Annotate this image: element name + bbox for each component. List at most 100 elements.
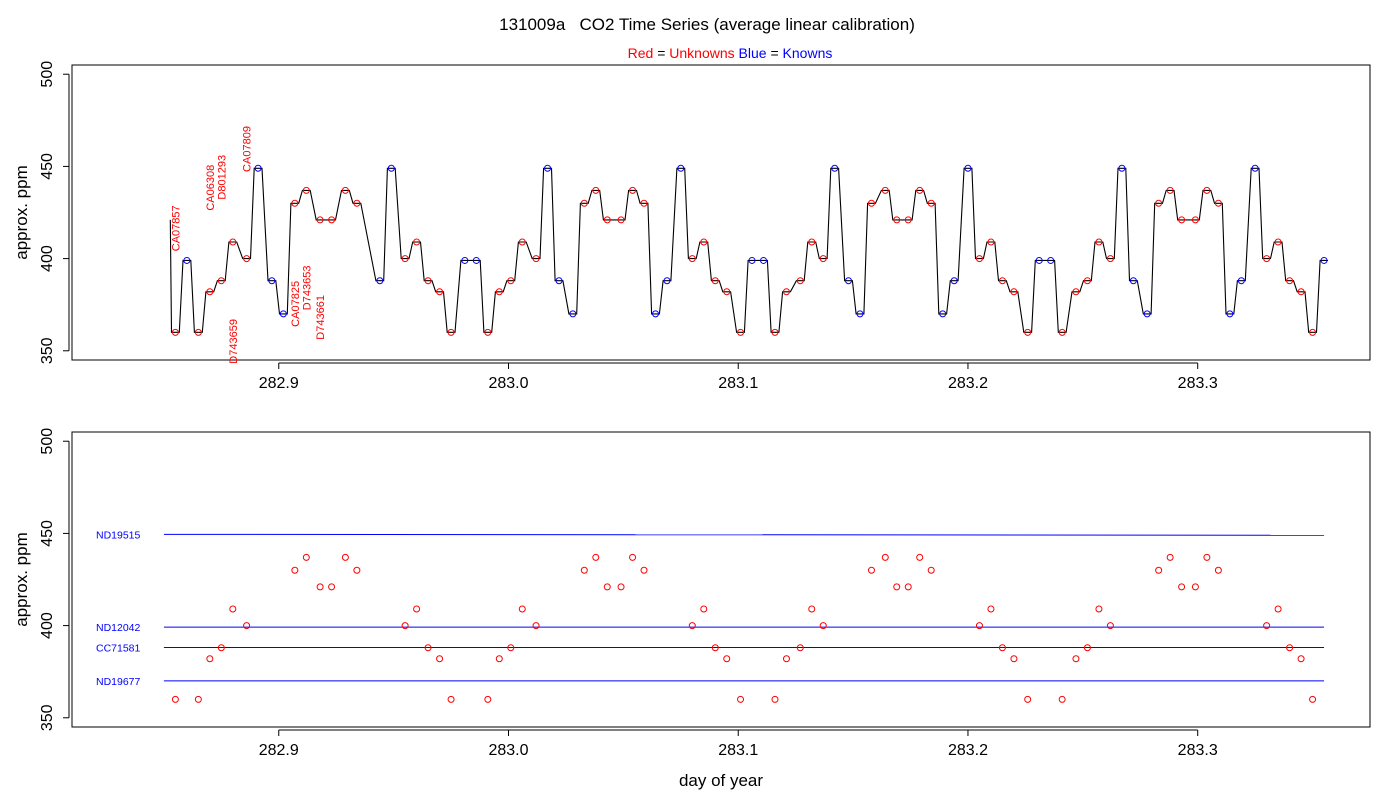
unknown-point bbox=[737, 328, 745, 336]
sample-id-annotation: D743661 bbox=[315, 295, 327, 340]
unknown-point bbox=[341, 186, 349, 194]
unknown-point bbox=[217, 277, 225, 285]
x-tick-label: 283.1 bbox=[718, 742, 758, 759]
plot-frame bbox=[71, 64, 1371, 361]
unknown-point bbox=[1166, 186, 1174, 194]
unknown-point bbox=[782, 655, 790, 663]
y-tick-label: 350 bbox=[39, 337, 56, 364]
unknown-point bbox=[436, 288, 444, 296]
unknown-point bbox=[893, 216, 901, 224]
unknown-point bbox=[1155, 199, 1163, 207]
unknown-point bbox=[424, 644, 432, 652]
standard-label: ND19515 bbox=[96, 529, 141, 541]
unknown-point bbox=[447, 328, 455, 336]
unknown-point bbox=[1155, 566, 1163, 574]
unknown-point bbox=[1274, 605, 1282, 613]
unknown-point bbox=[1274, 238, 1282, 246]
unknown-point bbox=[987, 605, 995, 613]
unknown-point bbox=[771, 695, 779, 703]
standard-label: ND19677 bbox=[96, 676, 141, 688]
unknown-point bbox=[206, 655, 214, 663]
known-point bbox=[760, 256, 768, 264]
unknown-point bbox=[998, 277, 1006, 285]
unknown-point bbox=[1214, 199, 1222, 207]
known-point bbox=[831, 164, 839, 172]
unknown-point bbox=[688, 622, 696, 630]
unknown-point bbox=[927, 566, 935, 574]
unknown-point bbox=[532, 255, 540, 263]
unknown-point bbox=[1166, 553, 1174, 561]
unknown-point bbox=[1058, 328, 1066, 336]
sample-id-annotation: D743659 bbox=[228, 319, 240, 364]
unknown-point bbox=[1010, 288, 1018, 296]
unknown-point bbox=[1010, 655, 1018, 663]
unknown-point bbox=[1178, 216, 1186, 224]
known-point bbox=[1226, 310, 1234, 318]
known-point bbox=[663, 277, 671, 285]
unknown-point bbox=[640, 566, 648, 574]
unknown-point bbox=[507, 644, 515, 652]
known-point bbox=[1047, 256, 1055, 264]
unknown-point bbox=[1058, 695, 1066, 703]
unknown-point bbox=[401, 255, 409, 263]
unknown-point bbox=[711, 644, 719, 652]
x-tick-label: 283.2 bbox=[948, 375, 988, 392]
unknown-point bbox=[916, 186, 924, 194]
known-point bbox=[376, 277, 384, 285]
unknown-point bbox=[1024, 695, 1032, 703]
unknown-point bbox=[975, 255, 983, 263]
unknown-point bbox=[640, 199, 648, 207]
unknown-point bbox=[819, 622, 827, 630]
known-point bbox=[856, 310, 864, 318]
x-tick-label: 283.2 bbox=[948, 742, 988, 759]
unknown-point bbox=[229, 605, 237, 613]
unknown-point bbox=[302, 553, 310, 561]
unknown-point bbox=[711, 277, 719, 285]
known-point bbox=[1320, 256, 1328, 264]
unknown-point bbox=[916, 553, 924, 561]
unknown-point bbox=[495, 655, 503, 663]
standard-label: CC71581 bbox=[96, 643, 141, 655]
y-tick-label: 500 bbox=[39, 61, 56, 88]
chart-title: 131009a CO2 Time Series (average linear … bbox=[499, 15, 915, 34]
known-point bbox=[1035, 256, 1043, 264]
known-point bbox=[652, 310, 660, 318]
unknown-point bbox=[341, 553, 349, 561]
unknown-point bbox=[617, 216, 625, 224]
unknown-point bbox=[927, 199, 935, 207]
known-point bbox=[544, 164, 552, 172]
known-point bbox=[1129, 277, 1137, 285]
unknown-point bbox=[723, 655, 731, 663]
unknown-point bbox=[796, 644, 804, 652]
known-point bbox=[569, 310, 577, 318]
unknown-point bbox=[975, 622, 983, 630]
known-point bbox=[1143, 310, 1151, 318]
y-axis-title: approx. ppm bbox=[12, 532, 31, 627]
unknown-point bbox=[243, 622, 251, 630]
known-point bbox=[387, 164, 395, 172]
legend-blue-text: Knowns bbox=[783, 45, 833, 61]
unknown-point bbox=[328, 583, 336, 591]
unknown-point bbox=[495, 288, 503, 296]
co2-trace-line bbox=[169, 167, 1328, 333]
known-point bbox=[268, 277, 276, 285]
sample-id-annotation: CA07857 bbox=[170, 205, 182, 251]
x-tick-label: 283.3 bbox=[1178, 742, 1218, 759]
legend-eq: = bbox=[657, 45, 665, 61]
known-point bbox=[845, 277, 853, 285]
known-point bbox=[1118, 164, 1126, 172]
unknown-point bbox=[302, 186, 310, 194]
unknown-point bbox=[808, 238, 816, 246]
known-point bbox=[1251, 164, 1259, 172]
legend-eq: = bbox=[770, 45, 778, 61]
plot-frame bbox=[71, 431, 1371, 728]
unknown-point bbox=[194, 695, 202, 703]
y-tick-label: 450 bbox=[39, 153, 56, 180]
unknown-point bbox=[518, 605, 526, 613]
unknown-point bbox=[771, 328, 779, 336]
unknown-point bbox=[1286, 277, 1294, 285]
sample-id-annotation: CA07809 bbox=[242, 126, 254, 172]
x-tick-label: 283.0 bbox=[488, 375, 528, 392]
unknown-point bbox=[1286, 644, 1294, 652]
unknown-point bbox=[1214, 566, 1222, 574]
